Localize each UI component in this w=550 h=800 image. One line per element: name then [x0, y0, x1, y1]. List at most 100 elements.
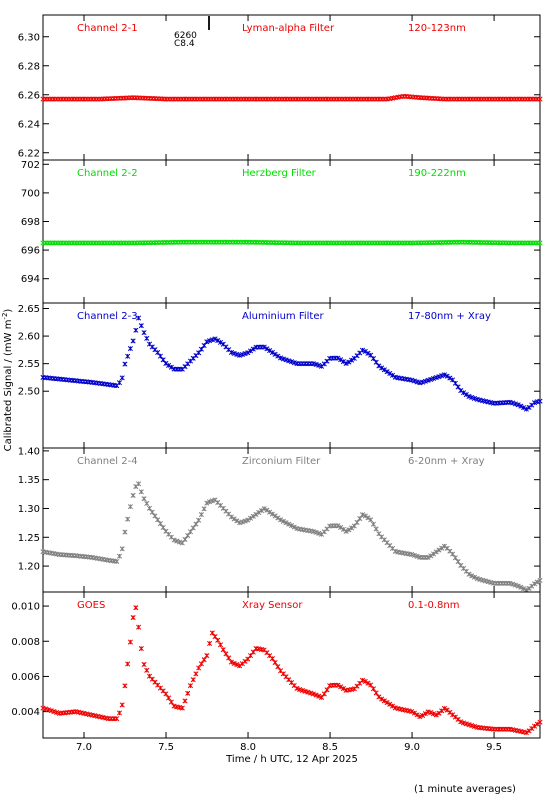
- data-point: [130, 338, 136, 344]
- data-point: [471, 395, 478, 401]
- data-point: [187, 683, 194, 689]
- data-point: [234, 351, 240, 357]
- data-point: [411, 552, 417, 558]
- data-point: [217, 642, 224, 648]
- data-point: [138, 489, 144, 495]
- data-point: [291, 524, 297, 530]
- data-point: [321, 691, 327, 697]
- data-point: [198, 346, 204, 352]
- data-point: [130, 615, 136, 621]
- flare-marker-class: C8.4: [174, 39, 195, 49]
- data-point: [359, 512, 366, 518]
- data-point: [242, 351, 248, 357]
- data-point: [384, 369, 390, 375]
- data-point: [190, 677, 196, 683]
- data-point: [365, 680, 371, 686]
- channel-label: GOES: [77, 600, 105, 611]
- panel-4: 1.20 1.25 1.30 1.35 1.40 Channel 2-4 Zirconium…: [18, 446, 543, 593]
- data-point: [157, 353, 163, 359]
- y-tick-label: 1.40: [18, 446, 40, 457]
- data-point: [267, 509, 273, 515]
- data-point: [250, 649, 256, 655]
- chart-panels: 6.22 6.24 6.26 6.28 6.30 Channel 2-1 Lyman-alp…: [11, 14, 543, 753]
- y-tick-label: 0.008: [11, 637, 40, 648]
- panel-frame: [42, 14, 541, 161]
- data-point: [207, 338, 213, 344]
- data-point: [288, 359, 295, 365]
- data-point: [466, 393, 472, 399]
- data-point: [209, 630, 215, 636]
- data-point: [215, 337, 221, 344]
- data-point: [310, 691, 316, 697]
- data-point: [422, 711, 428, 717]
- data-point: [430, 375, 437, 382]
- data-point: [370, 686, 376, 692]
- data-point: [250, 513, 256, 519]
- y-axis-title-text: Calibrated Signal / (mW m: [3, 320, 14, 452]
- data-point: [144, 500, 150, 507]
- data-point: [204, 500, 210, 506]
- flare-marker-number: 6260: [174, 31, 197, 41]
- data-point: [116, 553, 123, 559]
- data-point: [384, 700, 390, 706]
- data-point: [349, 357, 355, 363]
- data-point: [359, 347, 366, 353]
- data-point: [185, 690, 191, 696]
- data-point: [133, 605, 139, 611]
- data-point: [119, 546, 125, 552]
- data-point: [185, 533, 191, 539]
- data-point: [125, 516, 131, 522]
- data-point: [452, 380, 458, 386]
- data-point: [207, 640, 213, 647]
- data-point: [228, 659, 234, 665]
- data-point: [316, 530, 322, 536]
- y-tick-label: 6.28: [18, 61, 40, 72]
- data-point: [119, 702, 125, 708]
- data-point: [537, 719, 543, 725]
- y-tick-label: 6.22: [18, 148, 40, 159]
- data-point: [176, 539, 183, 545]
- data-point: [433, 712, 439, 718]
- data-point: [130, 492, 136, 498]
- data-point: [452, 555, 458, 561]
- data-point: [261, 506, 267, 512]
- footnote: (1 minute averages): [414, 784, 516, 795]
- data-point: [231, 350, 237, 357]
- data-point: [362, 513, 368, 519]
- data-point: [523, 587, 529, 593]
- data-point: [340, 685, 346, 692]
- data-point: [179, 540, 185, 546]
- data-point: [521, 405, 527, 411]
- data-point: [166, 362, 172, 368]
- data-point: [370, 356, 376, 362]
- panel-frame: [42, 591, 541, 739]
- data-point: [256, 509, 262, 516]
- data-point: [439, 373, 445, 379]
- data-point: [430, 711, 437, 717]
- band-label: 190-222nm: [408, 168, 466, 179]
- data-point: [141, 661, 147, 668]
- data-point: [269, 349, 275, 356]
- data-point: [428, 710, 434, 716]
- data-point: [114, 558, 120, 565]
- y-tick-label: 0.004: [11, 707, 40, 718]
- data-point: [531, 581, 538, 587]
- data-point: [193, 521, 199, 527]
- data-point: [521, 586, 527, 592]
- y-tick-label: 1.30: [18, 504, 40, 515]
- data-point: [436, 547, 442, 553]
- y-axis-title-close: ): [3, 309, 14, 313]
- data-point: [286, 521, 292, 527]
- data-point: [425, 554, 431, 560]
- panel-3: 2.50 2.55 2.60 2.65 Channel 2-3 Aluminium Fil…: [18, 302, 543, 449]
- y-tick-label: 698: [21, 217, 40, 228]
- data-point: [379, 365, 385, 371]
- data-point: [283, 357, 289, 363]
- data-point: [335, 355, 341, 361]
- data-point: [258, 508, 265, 514]
- series-points: [40, 93, 543, 102]
- y-axis-title-sup: -2: [1, 313, 9, 320]
- data-point: [136, 624, 142, 630]
- data-point: [160, 524, 166, 531]
- data-point: [411, 378, 417, 384]
